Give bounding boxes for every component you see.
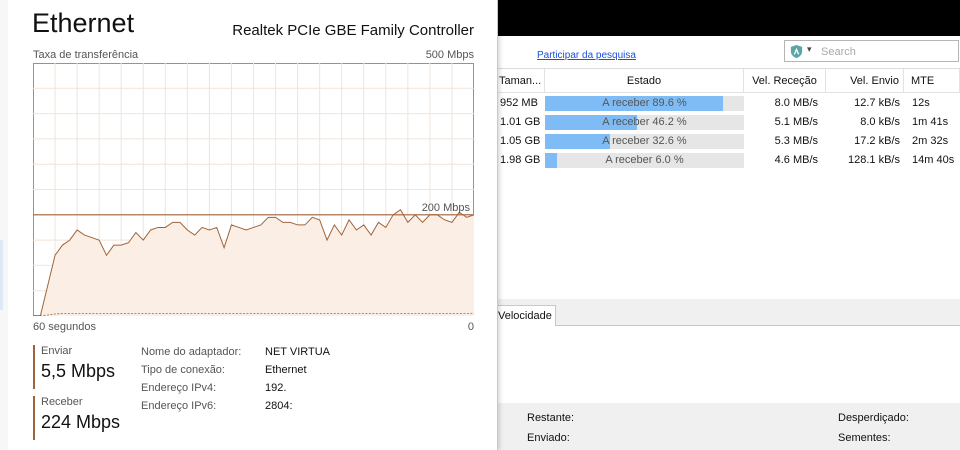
send-label: Enviar: [41, 345, 73, 357]
torrent-row[interactable]: 1.98 GB A receber 6.0 % 4.6 MB/s 128.1 k…: [497, 151, 960, 170]
sidebar-selection: [0, 240, 3, 310]
sent-label: Enviado:: [527, 432, 570, 444]
torrent-download-speed: 5.3 MB/s: [774, 135, 818, 147]
receive-label: Receber: [41, 396, 83, 408]
transfer-info: Restante: Enviado: Desperdiçado: Semente…: [497, 403, 960, 450]
torrent-row[interactable]: 1.05 GB A receber 32.6 % 5.3 MB/s 17.2 k…: [497, 132, 960, 151]
receive-series-line: [33, 209, 474, 316]
column-header-status[interactable]: Estado: [545, 69, 744, 93]
search-box[interactable]: ▾: [784, 40, 959, 62]
reference-line-label: 200 Mbps: [422, 202, 471, 214]
torrent-status: A receber 89.6 %: [602, 97, 687, 109]
torrent-download-speed: 5.1 MB/s: [774, 116, 818, 128]
remaining-label: Restante:: [527, 412, 575, 424]
progress-fill: [545, 134, 610, 149]
torrent-row[interactable]: 1.01 GB A receber 46.2 % 5.1 MB/s 8.0 kB…: [497, 113, 960, 132]
detail-tab-bar: Velocidade: [497, 303, 960, 326]
chevron-down-icon[interactable]: ▾: [807, 44, 812, 54]
torrent-size: 952 MB: [500, 97, 538, 109]
torrent-size: 1.98 GB: [500, 154, 541, 166]
sidebar-strip: [0, 0, 8, 450]
tab-speed[interactable]: Velocidade: [497, 305, 556, 326]
receive-stat[interactable]: Receber 224 Mbps: [33, 396, 133, 440]
graph-zero-label: 0: [467, 321, 474, 333]
torrent-upload-speed: 128.1 kB/s: [848, 154, 900, 166]
progress-bar: A receber 6.0 %: [545, 153, 744, 168]
send-value: 5,5 Mbps: [41, 361, 116, 381]
graph-max-label: 500 Mbps: [425, 49, 474, 61]
survey-link[interactable]: Participar da pesquisa: [537, 50, 636, 61]
column-header-upload-speed[interactable]: Vel. Envio: [826, 69, 904, 93]
throughput-chart: 200 Mbps: [33, 63, 474, 316]
torrent-size: 1.01 GB: [500, 116, 541, 128]
torrent-size: 1.05 GB: [500, 135, 541, 147]
torrent-list: Taman... Estado Vel. Receção Vel. Envio …: [497, 69, 960, 299]
task-manager-ethernet-panel: Ethernet Realtek PCIe GBE Family Control…: [0, 0, 498, 450]
ipv4-value: 192.: [265, 382, 287, 394]
receive-color-bar: [33, 396, 35, 440]
torrent-upload-speed: 12.7 kB/s: [854, 97, 900, 109]
send-stat[interactable]: Enviar 5,5 Mbps: [33, 345, 133, 389]
torrent-status: A receber 32.6 %: [602, 135, 687, 147]
progress-bar: A receber 46.2 %: [545, 115, 744, 130]
connection-type-value: Ethernet: [265, 364, 307, 376]
detail-pane: [497, 326, 960, 403]
torrent-eta: 1m 41s: [912, 116, 949, 128]
torrent-status: A receber 46.2 %: [602, 116, 687, 128]
shield-icon: [790, 44, 803, 59]
torrent-download-speed: 4.6 MB/s: [774, 154, 818, 166]
graph-time-span: 60 segundos: [33, 321, 96, 333]
torrent-eta: 2m 32s: [912, 135, 949, 147]
progress-bar: A receber 89.6 %: [545, 96, 744, 111]
page-title: Ethernet: [32, 8, 135, 38]
ipv6-label: Endereço IPv6:: [141, 400, 217, 412]
column-header-download-speed[interactable]: Vel. Receção: [744, 69, 826, 93]
adapter-name-value: NET VIRTUA: [265, 346, 330, 358]
send-color-bar: [33, 345, 35, 389]
column-header-eta[interactable]: MTE: [904, 69, 960, 93]
seeds-label: Sementes:: [838, 432, 891, 444]
torrent-upload-speed: 8.0 kB/s: [860, 116, 900, 128]
graph-title: Taxa de transferência: [33, 49, 139, 61]
receive-value: 224 Mbps: [41, 412, 121, 432]
wasted-label: Desperdiçado:: [838, 412, 909, 424]
ipv4-label: Endereço IPv4:: [141, 382, 217, 394]
torrent-eta: 12s: [912, 97, 930, 109]
adapter-model: Realtek PCIe GBE Family Controller: [232, 22, 474, 39]
torrent-download-speed: 8.0 MB/s: [774, 97, 818, 109]
adapter-name-label: Nome do adaptador:: [141, 346, 242, 358]
progress-fill: [545, 153, 557, 168]
connection-type-label: Tipo de conexão:: [141, 364, 225, 376]
receive-series-area: [33, 209, 474, 316]
ipv6-value: 2804:: [265, 400, 293, 412]
progress-fill: [545, 96, 724, 111]
torrent-eta: 14m 40s: [912, 154, 955, 166]
torrent-upload-speed: 17.2 kB/s: [854, 135, 900, 147]
progress-fill: [545, 115, 637, 130]
send-series-line: [33, 312, 474, 316]
search-input[interactable]: [819, 43, 958, 61]
torrent-row[interactable]: 952 MB A receber 89.6 % 8.0 MB/s 12.7 kB…: [497, 94, 960, 113]
column-header-size[interactable]: Taman...: [497, 69, 545, 93]
torrent-status: A receber 6.0 %: [605, 154, 684, 166]
torrent-toolbar: Participar da pesquisa ▾: [497, 36, 960, 69]
progress-bar: A receber 32.6 %: [545, 134, 744, 149]
